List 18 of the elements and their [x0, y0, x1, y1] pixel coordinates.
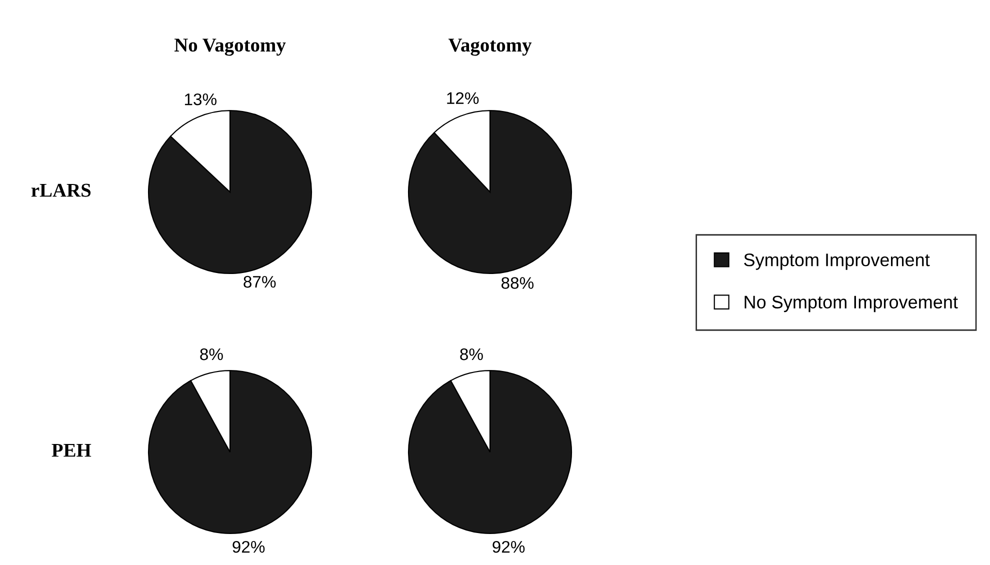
- text: PEH: [52, 444, 92, 457]
- text: rLARS: [31, 184, 91, 197]
- pie-slice: [408, 370, 572, 534]
- data-label: 13%: [184, 93, 216, 106]
- chart-title: Vagotomy: [448, 38, 532, 56]
- legend-label: Symptom Improvement: [744, 254, 930, 270]
- data-label: 8%: [200, 348, 223, 360]
- data-label: 8%: [460, 348, 483, 360]
- chart-title: No Vagotomy: [174, 38, 286, 56]
- data-label: 87%: [244, 276, 276, 288]
- data-label: 88%: [501, 277, 534, 289]
- data-label: 92%: [232, 540, 265, 553]
- data-label: 92%: [492, 540, 525, 553]
- data-label: 12%: [447, 92, 479, 104]
- legend-label: No Symptom Improvement: [744, 296, 958, 312]
- pie-slice: [148, 370, 312, 534]
- pie-slice: [408, 110, 572, 274]
- pie-slice: [148, 110, 312, 274]
